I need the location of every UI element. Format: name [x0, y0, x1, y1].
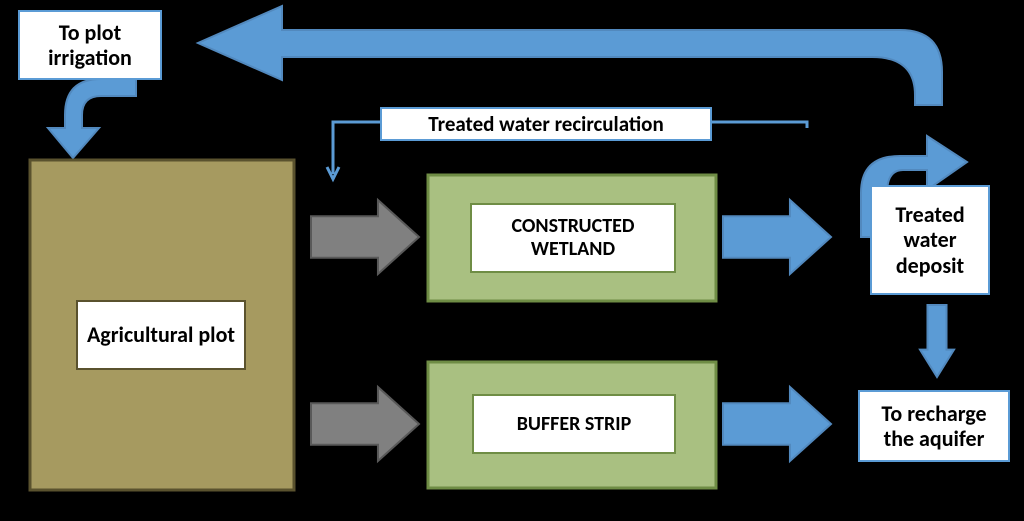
arrow-to-recharge: [920, 305, 954, 377]
constructed-wetland-label: CONSTRUCTED WETLAND: [470, 203, 676, 273]
recirculation-label: Treated water recirculation: [380, 107, 712, 141]
loop-arrow-main: [198, 6, 942, 105]
flow-arrow-1: [311, 387, 419, 461]
to-plot-irrigation-label: To plot irrigation: [18, 10, 162, 80]
loop-arrow-down: [48, 79, 136, 158]
recharge-aquifer-label: To recharge the aquifer: [858, 390, 1010, 462]
agricultural-plot-label: Agricultural plot: [76, 300, 246, 370]
flow-arrow-3: [723, 387, 831, 461]
buffer-strip-label: BUFFER STRIP: [472, 394, 676, 454]
flow-arrow-0: [311, 200, 419, 274]
flow-arrow-2: [723, 200, 831, 274]
treated-water-deposit-label: Treated water deposit: [870, 185, 990, 295]
